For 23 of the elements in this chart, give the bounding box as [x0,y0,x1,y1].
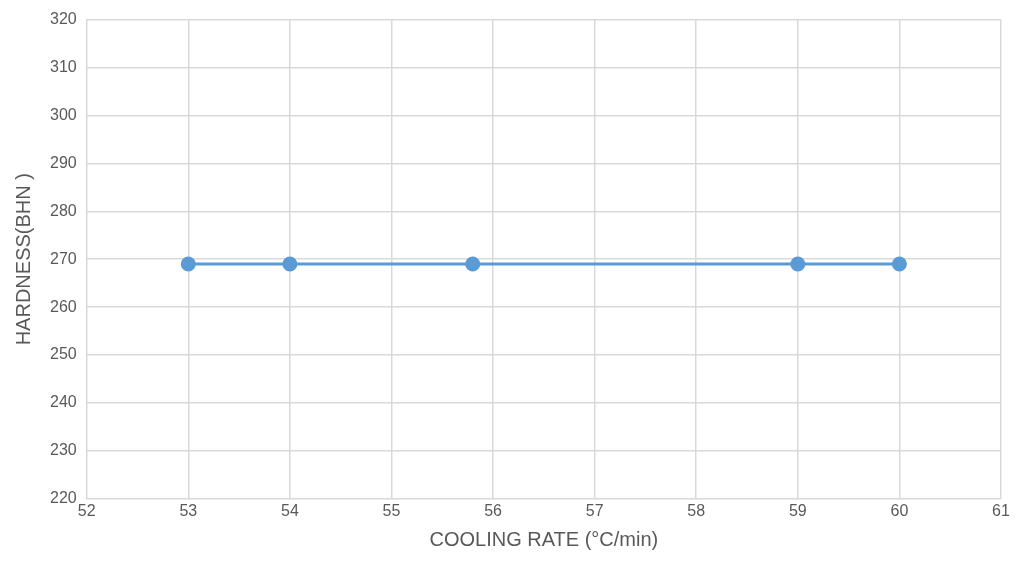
x-tick-label: 55 [382,501,401,519]
y-tick-label: 230 [49,441,77,459]
x-tick-label: 57 [585,501,604,519]
x-tick-label: 59 [788,501,807,519]
x-tick-label: 60 [890,501,909,519]
y-tick-label: 260 [49,297,77,315]
x-tick-label: 56 [484,501,503,519]
y-tick-label: 280 [49,201,77,219]
y-tick-label: 220 [49,489,77,507]
y-tick-label: 240 [49,393,77,411]
x-tick-label: 58 [687,501,706,519]
y-tick-label: 250 [49,345,77,363]
y-tick-label: 320 [49,10,77,28]
y-tick-label: 290 [49,153,77,171]
x-tick-label: 61 [992,501,1010,519]
y-tick-label: 310 [49,57,77,75]
y-axis-title: HARDNESS(BHN ) [11,173,34,346]
x-tick-label: 53 [179,501,198,519]
x-tick-label: 54 [280,501,299,519]
y-tick-label: 270 [49,249,77,267]
x-axis-title: COOLING RATE (°C/min) [429,527,659,550]
x-tick-label: 52 [77,501,96,519]
y-tick-label: 300 [49,105,77,123]
